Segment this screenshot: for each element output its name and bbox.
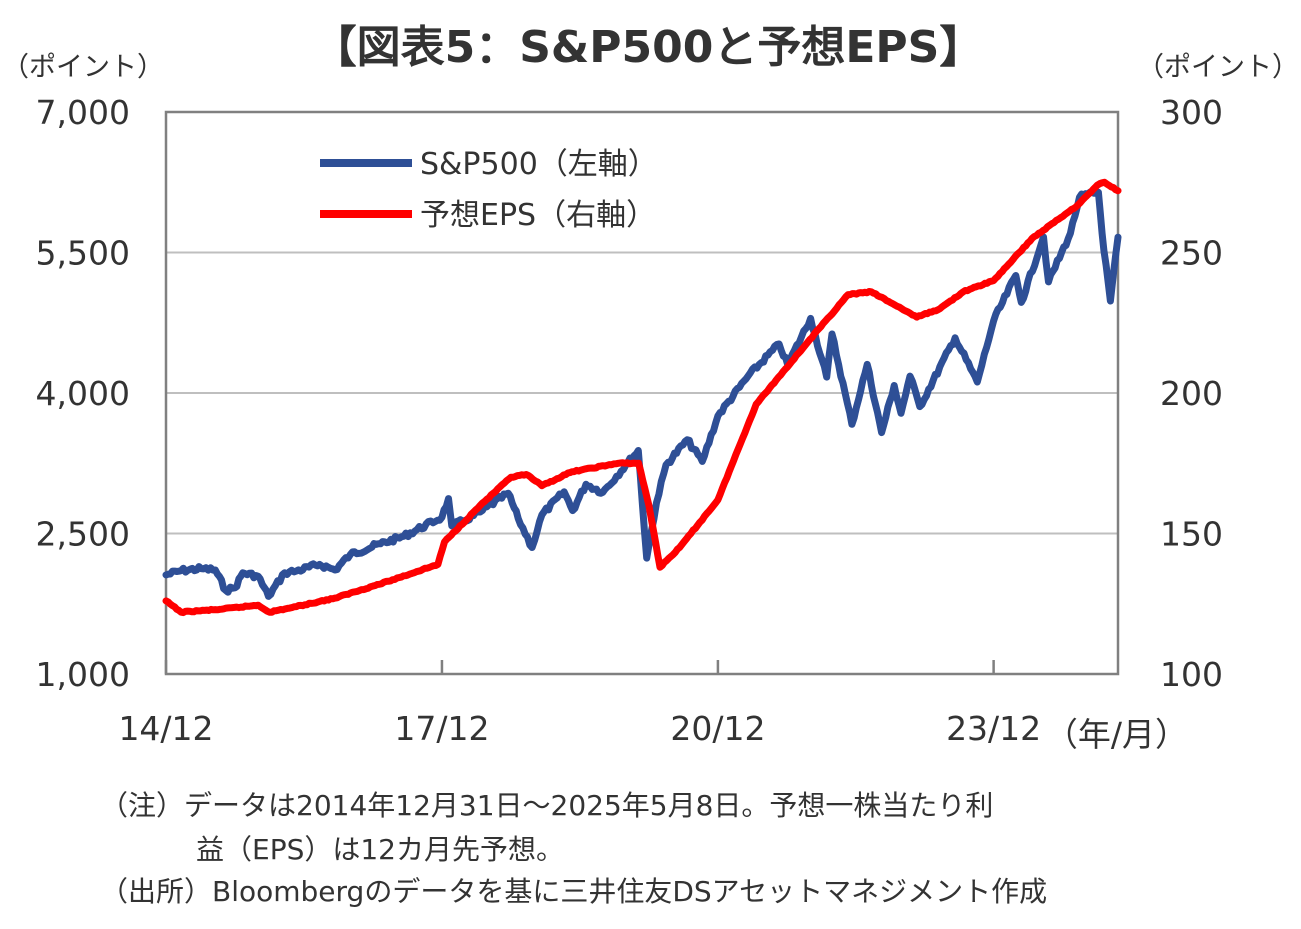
right-tick-label: 200 <box>1160 374 1223 413</box>
right-tick-label: 300 <box>1160 93 1223 132</box>
source-note: （出所）Bloombergのデータを基に三井住友DSアセットマネジメント作成 <box>100 875 1048 908</box>
plot-frame <box>164 110 1120 676</box>
right-tick-label: 150 <box>1160 515 1223 554</box>
x-tick-label: 17/12 <box>394 709 489 748</box>
chart-title: 【図表5：S&P500と予想EPS】 <box>313 22 984 73</box>
note-line-2: 益（EPS）は12カ月先予想。 <box>196 833 564 866</box>
left-tick-label: 1,000 <box>36 655 130 694</box>
x-axis-unit: （年/月） <box>1045 715 1188 754</box>
left-tick-label: 7,000 <box>36 93 130 132</box>
left-tick-label: 4,000 <box>36 374 130 413</box>
x-tick-marks <box>164 660 995 674</box>
x-tick-label: 20/12 <box>670 709 765 748</box>
left-tick-label: 5,500 <box>36 234 130 273</box>
chart: 【図表5：S&P500と予想EPS】 （ポイント） （ポイント） 7,000 5,… <box>2 22 1299 754</box>
right-tick-label: 250 <box>1160 234 1223 273</box>
x-tick-labels: 14/12 17/12 20/12 23/12 <box>118 709 1041 748</box>
x-tick-label: 14/12 <box>118 709 213 748</box>
legend-label-sp500: S&P500（左軸） <box>420 147 658 182</box>
left-tick-label: 2,500 <box>36 515 130 554</box>
right-tick-labels: 300 250 200 150 100 <box>1160 93 1223 694</box>
right-tick-label: 100 <box>1160 655 1223 694</box>
eps-line <box>162 178 1122 617</box>
legend-label-eps: 予想EPS（右軸） <box>420 198 656 233</box>
right-axis-unit: （ポイント） <box>1137 52 1299 83</box>
legend: S&P500（左軸） 予想EPS（右軸） <box>320 147 658 233</box>
left-tick-labels: 7,000 5,500 4,000 2,500 1,000 <box>36 93 130 694</box>
x-tick-label: 23/12 <box>946 709 1041 748</box>
note-line-1: （注）データは2014年12月31日～2025年5月8日。予想一株当たり利 <box>100 789 994 822</box>
left-axis-unit: （ポイント） <box>2 52 164 83</box>
